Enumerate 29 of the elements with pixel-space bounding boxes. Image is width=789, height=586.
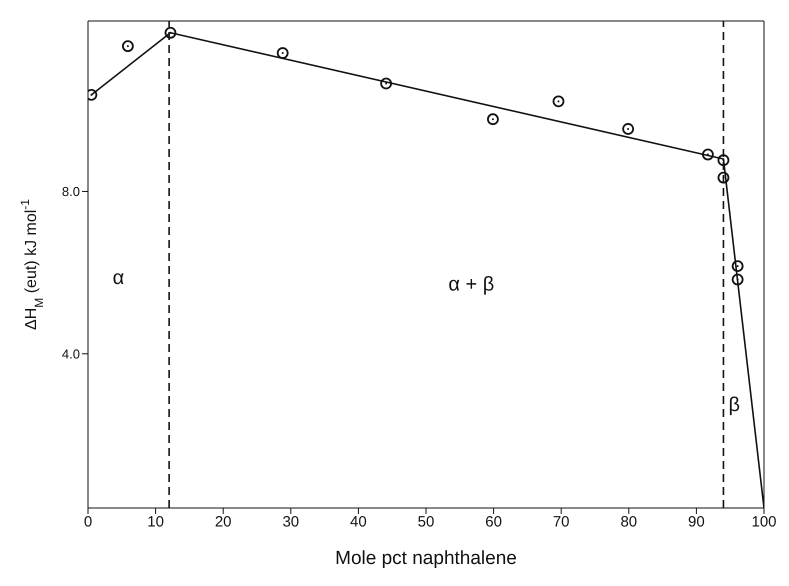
x-tick-label: 70 xyxy=(552,514,570,531)
x-tick-label: 10 xyxy=(147,514,164,531)
annotation: α + β xyxy=(448,273,494,296)
point xyxy=(122,40,134,52)
y-tick-label: 4.0 xyxy=(62,346,80,362)
x-tick-label: 40 xyxy=(350,514,367,531)
x-tick-label: 0 xyxy=(84,514,92,531)
x-tick-label: 60 xyxy=(485,514,502,531)
point xyxy=(622,123,634,135)
point xyxy=(718,154,730,166)
x-tick-label: 50 xyxy=(418,514,434,531)
x-tick-label: 90 xyxy=(688,514,705,531)
point xyxy=(732,274,744,286)
point xyxy=(732,260,744,272)
x-tick-label: 20 xyxy=(214,514,232,531)
point xyxy=(276,47,289,59)
point xyxy=(164,26,176,39)
point xyxy=(718,172,730,184)
point xyxy=(552,95,564,108)
annotation: α xyxy=(112,266,124,289)
x-tick-label: 30 xyxy=(282,514,300,531)
x-axis-title: Mole pct naphthalene xyxy=(335,548,517,569)
point xyxy=(702,148,714,160)
point xyxy=(380,78,392,90)
x-tick-label: 80 xyxy=(620,514,638,531)
annotation: β xyxy=(728,394,740,416)
y-tick-label: 8.0 xyxy=(62,184,80,200)
point xyxy=(487,113,499,126)
x-tick-label: 100 xyxy=(751,514,777,531)
